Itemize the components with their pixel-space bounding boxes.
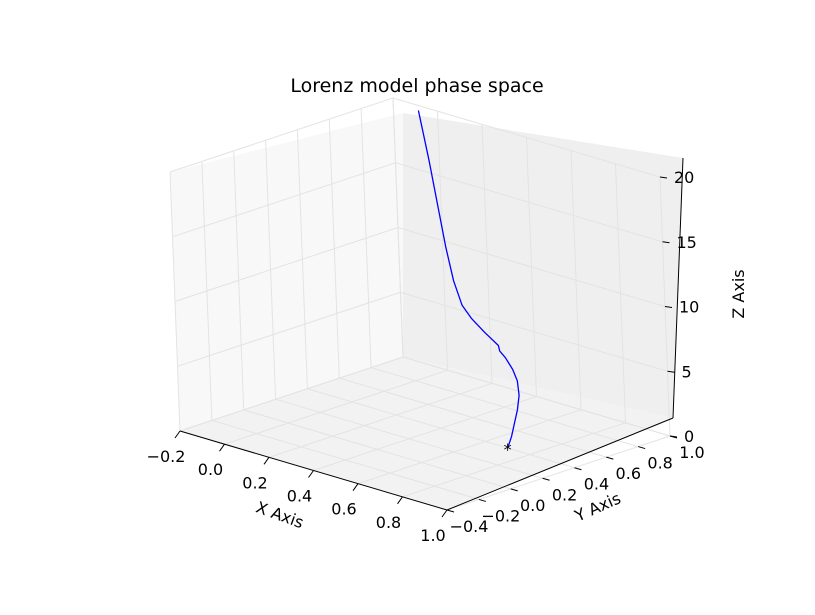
chart-title: Lorenz model phase space — [290, 75, 543, 97]
x-tick-mark — [352, 483, 359, 491]
y-tick-mark — [606, 456, 614, 460]
y-tick-mark — [510, 488, 518, 492]
y-axis-line — [446, 417, 674, 511]
y-tick-label: −0.2 — [481, 506, 520, 525]
z-axis-line — [672, 157, 684, 419]
x-tick-mark — [263, 457, 270, 465]
y-tick-label: 1.0 — [679, 443, 704, 462]
y-tick-mark — [542, 477, 550, 481]
grid-line-z — [177, 291, 668, 372]
z-tick-mark — [669, 435, 678, 438]
series-layer: * — [417, 110, 520, 459]
z-tick-mark — [662, 241, 670, 244]
grid-lines — [169, 97, 671, 511]
z-tick-mark — [667, 370, 675, 373]
grid-line-z — [174, 226, 666, 307]
grid-line-z — [179, 356, 671, 437]
x-tick-mark — [441, 509, 448, 518]
z-tick-label: 0 — [684, 427, 694, 446]
axis-lines — [174, 157, 684, 518]
x-tick-mark — [397, 496, 403, 505]
start-marker: * — [504, 440, 512, 459]
z-tick-mark — [664, 306, 673, 308]
x-tick-label: 0.8 — [376, 513, 401, 532]
z-tick-label: 15 — [677, 233, 697, 252]
y-tick-label: 0.2 — [552, 485, 577, 504]
x-tick-label: 0.6 — [331, 500, 356, 519]
y-tick-mark — [478, 498, 486, 502]
y-tick-mark — [574, 467, 582, 471]
y-tick-label: −0.4 — [450, 517, 489, 536]
z-tick-label: 20 — [674, 168, 694, 187]
y-tick-mark — [446, 509, 455, 513]
series-line — [417, 110, 520, 449]
y-tick-mark — [638, 446, 646, 450]
x-tick-mark — [174, 430, 181, 439]
y-tick-label: 0.4 — [584, 475, 609, 494]
x-tick-label: 0.4 — [287, 487, 312, 506]
y-tick-label: 0.6 — [616, 464, 641, 483]
x-tick-mark — [219, 443, 225, 452]
z-axis-title: Z Axis — [729, 269, 748, 318]
y-tick-label: 0.0 — [520, 496, 545, 515]
z-tick-label: 10 — [679, 298, 699, 317]
left-pane — [170, 113, 403, 431]
x-tick-label: 1.0 — [420, 526, 445, 545]
y-tick-label: 0.8 — [647, 454, 672, 473]
z-tick-label: 5 — [682, 362, 692, 381]
z-tick-mark — [659, 176, 668, 179]
x-tick-label: 0.0 — [198, 460, 223, 479]
x-tick-label: 0.2 — [242, 473, 267, 492]
x-tick-mark — [308, 470, 314, 478]
tick-labels: −0.20.00.20.40.60.81.0 −0.4−0.20.00.20.40… — [147, 168, 705, 545]
axis-panes — [170, 113, 683, 510]
y-axis-title: Y Axis — [571, 489, 624, 526]
grid-line-z — [172, 162, 663, 243]
x-tick-label: −0.2 — [147, 447, 186, 466]
back-pane — [403, 113, 683, 418]
grid-line-z — [169, 97, 661, 178]
